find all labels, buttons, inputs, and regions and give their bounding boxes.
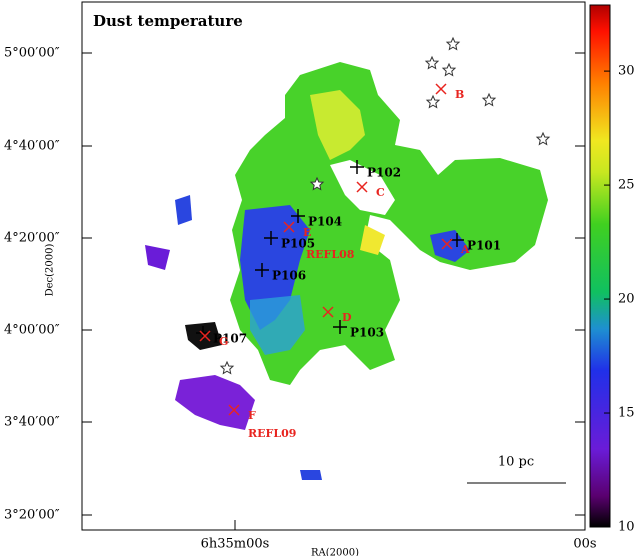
reference-label: G <box>219 335 228 348</box>
reference-marker <box>199 330 211 342</box>
source-marker <box>450 233 464 247</box>
colorbar <box>589 4 611 528</box>
map-title: Dust temperature <box>93 12 243 30</box>
reference-marker <box>356 181 368 193</box>
reference-label: C <box>376 186 385 199</box>
ra-tick-label: 00s <box>573 537 596 552</box>
nebula-label: REFL09 <box>248 427 296 440</box>
dec-tick-label: 3°20′00″ <box>4 508 60 523</box>
dec-axis-label: Dec(2000) <box>45 244 56 297</box>
dec-tick-label: 4°20′00″ <box>4 231 60 246</box>
source-label: P102 <box>367 166 401 180</box>
source-label: P103 <box>350 326 384 340</box>
source-marker <box>350 160 364 174</box>
colorbar-tick-label: 15 <box>618 406 635 421</box>
source-marker <box>291 209 305 223</box>
reference-label: A <box>460 243 470 256</box>
reference-label: F <box>248 409 256 422</box>
dec-tick-label: 5°00′00″ <box>4 46 60 61</box>
source-label: P106 <box>272 269 306 283</box>
ra-tick-label: 6h35m00s <box>201 537 270 552</box>
source-marker <box>255 263 269 277</box>
colorbar-tick-label: 30 <box>618 64 635 79</box>
dec-tick-label: 4°40′00″ <box>4 139 60 154</box>
source-label: P104 <box>308 215 342 229</box>
source-label: P105 <box>281 237 315 251</box>
source-label: P107 <box>213 332 247 346</box>
colorbar-tick-label: 20 <box>618 292 635 307</box>
dec-tick-label: 4°00′00″ <box>4 323 60 338</box>
reference-label: E <box>303 226 311 239</box>
source-marker <box>264 231 278 245</box>
reference-marker <box>441 238 453 250</box>
nebula-label: REFL08 <box>306 248 355 261</box>
temperature-map <box>145 62 548 480</box>
source-label: P101 <box>467 239 501 253</box>
colorbar-tick-label: 10 <box>618 520 635 535</box>
colorbar-tick-label: 25 <box>618 178 635 193</box>
scale-bar-label: 10 pc <box>498 455 534 470</box>
reference-marker <box>322 306 334 318</box>
reference-marker <box>228 404 240 416</box>
source-marker <box>333 320 347 334</box>
reference-marker <box>435 83 447 95</box>
ra-axis-label: RA(2000) <box>311 548 359 556</box>
frame <box>81 1 586 531</box>
stars <box>220 36 550 374</box>
reference-marker <box>283 221 295 233</box>
reference-label: D <box>342 311 352 324</box>
reference-label: B <box>455 88 464 101</box>
dec-tick-label: 3°40′00″ <box>4 415 60 430</box>
